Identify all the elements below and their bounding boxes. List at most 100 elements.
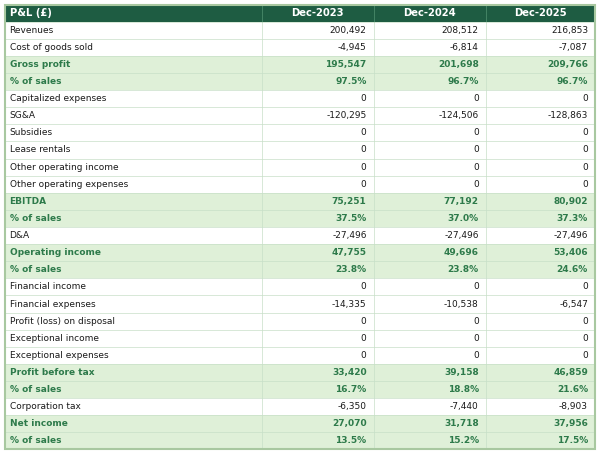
- Text: 97.5%: 97.5%: [335, 77, 367, 86]
- Text: 15.2%: 15.2%: [448, 436, 479, 445]
- Bar: [5, 296, 262, 312]
- Bar: [5, 39, 262, 56]
- Text: 18.8%: 18.8%: [448, 385, 479, 394]
- Text: 24.6%: 24.6%: [557, 265, 588, 274]
- Text: Capitalized expenses: Capitalized expenses: [10, 94, 106, 103]
- Text: 0: 0: [361, 282, 367, 291]
- Bar: [374, 158, 486, 176]
- Bar: [374, 364, 486, 381]
- Text: 0: 0: [582, 145, 588, 154]
- Bar: [5, 158, 262, 176]
- Text: 77,192: 77,192: [444, 197, 479, 206]
- Text: % of sales: % of sales: [10, 214, 61, 223]
- Bar: [262, 296, 374, 312]
- Bar: [374, 39, 486, 56]
- Bar: [5, 22, 262, 39]
- Bar: [486, 107, 595, 124]
- Text: 23.8%: 23.8%: [335, 265, 367, 274]
- Text: 37.5%: 37.5%: [335, 214, 367, 223]
- Bar: [5, 398, 262, 415]
- Bar: [374, 22, 486, 39]
- Text: Revenues: Revenues: [10, 26, 54, 35]
- Text: 27,070: 27,070: [332, 419, 367, 428]
- Text: -6,814: -6,814: [450, 43, 479, 52]
- Text: 37,956: 37,956: [553, 419, 588, 428]
- Text: -27,496: -27,496: [553, 231, 588, 240]
- Text: 0: 0: [361, 180, 367, 189]
- Text: -27,496: -27,496: [332, 231, 367, 240]
- Bar: [374, 261, 486, 278]
- Bar: [5, 415, 262, 432]
- Bar: [262, 278, 374, 296]
- Bar: [374, 381, 486, 398]
- Text: % of sales: % of sales: [10, 77, 61, 86]
- Bar: [5, 381, 262, 398]
- Bar: [374, 56, 486, 73]
- Bar: [486, 261, 595, 278]
- Text: -8,903: -8,903: [559, 402, 588, 411]
- Bar: [374, 244, 486, 261]
- Bar: [486, 415, 595, 432]
- Bar: [262, 415, 374, 432]
- Bar: [5, 107, 262, 124]
- Bar: [486, 124, 595, 142]
- Bar: [262, 39, 374, 56]
- Text: 0: 0: [473, 128, 479, 138]
- Text: -6,350: -6,350: [338, 402, 367, 411]
- Text: 47,755: 47,755: [332, 248, 367, 257]
- Bar: [374, 312, 486, 330]
- Text: 96.7%: 96.7%: [557, 77, 588, 86]
- Bar: [5, 432, 262, 449]
- Text: -14,335: -14,335: [332, 300, 367, 309]
- Bar: [374, 142, 486, 158]
- Text: 216,853: 216,853: [551, 26, 588, 35]
- Bar: [5, 244, 262, 261]
- Text: Net income: Net income: [10, 419, 67, 428]
- Text: 0: 0: [473, 163, 479, 172]
- Bar: [262, 330, 374, 347]
- Text: 0: 0: [473, 94, 479, 103]
- Text: Profit before tax: Profit before tax: [10, 368, 94, 377]
- Bar: [262, 73, 374, 90]
- Bar: [486, 398, 595, 415]
- Text: 0: 0: [582, 94, 588, 103]
- Text: Profit (loss) on disposal: Profit (loss) on disposal: [10, 316, 115, 326]
- Bar: [374, 330, 486, 347]
- Bar: [262, 312, 374, 330]
- Bar: [486, 330, 595, 347]
- Text: Subsidies: Subsidies: [10, 128, 53, 138]
- Text: 33,420: 33,420: [332, 368, 367, 377]
- Bar: [486, 296, 595, 312]
- Bar: [262, 364, 374, 381]
- Bar: [374, 210, 486, 227]
- Bar: [374, 5, 486, 22]
- Bar: [5, 124, 262, 142]
- Text: 37.3%: 37.3%: [557, 214, 588, 223]
- Text: 0: 0: [582, 282, 588, 291]
- Text: 0: 0: [582, 163, 588, 172]
- Bar: [486, 210, 595, 227]
- Text: EBITDA: EBITDA: [10, 197, 47, 206]
- Bar: [5, 330, 262, 347]
- Bar: [262, 244, 374, 261]
- Text: 0: 0: [361, 163, 367, 172]
- Bar: [262, 142, 374, 158]
- Text: -27,496: -27,496: [444, 231, 479, 240]
- Bar: [486, 193, 595, 210]
- Text: 16.7%: 16.7%: [335, 385, 367, 394]
- Text: 0: 0: [473, 180, 479, 189]
- Bar: [262, 261, 374, 278]
- Bar: [374, 398, 486, 415]
- Bar: [486, 39, 595, 56]
- Bar: [262, 124, 374, 142]
- Bar: [486, 432, 595, 449]
- Bar: [374, 278, 486, 296]
- Text: 0: 0: [582, 128, 588, 138]
- Text: 0: 0: [582, 334, 588, 343]
- Bar: [486, 73, 595, 90]
- Bar: [5, 193, 262, 210]
- Text: 49,696: 49,696: [444, 248, 479, 257]
- Bar: [5, 278, 262, 296]
- Bar: [262, 107, 374, 124]
- Bar: [374, 296, 486, 312]
